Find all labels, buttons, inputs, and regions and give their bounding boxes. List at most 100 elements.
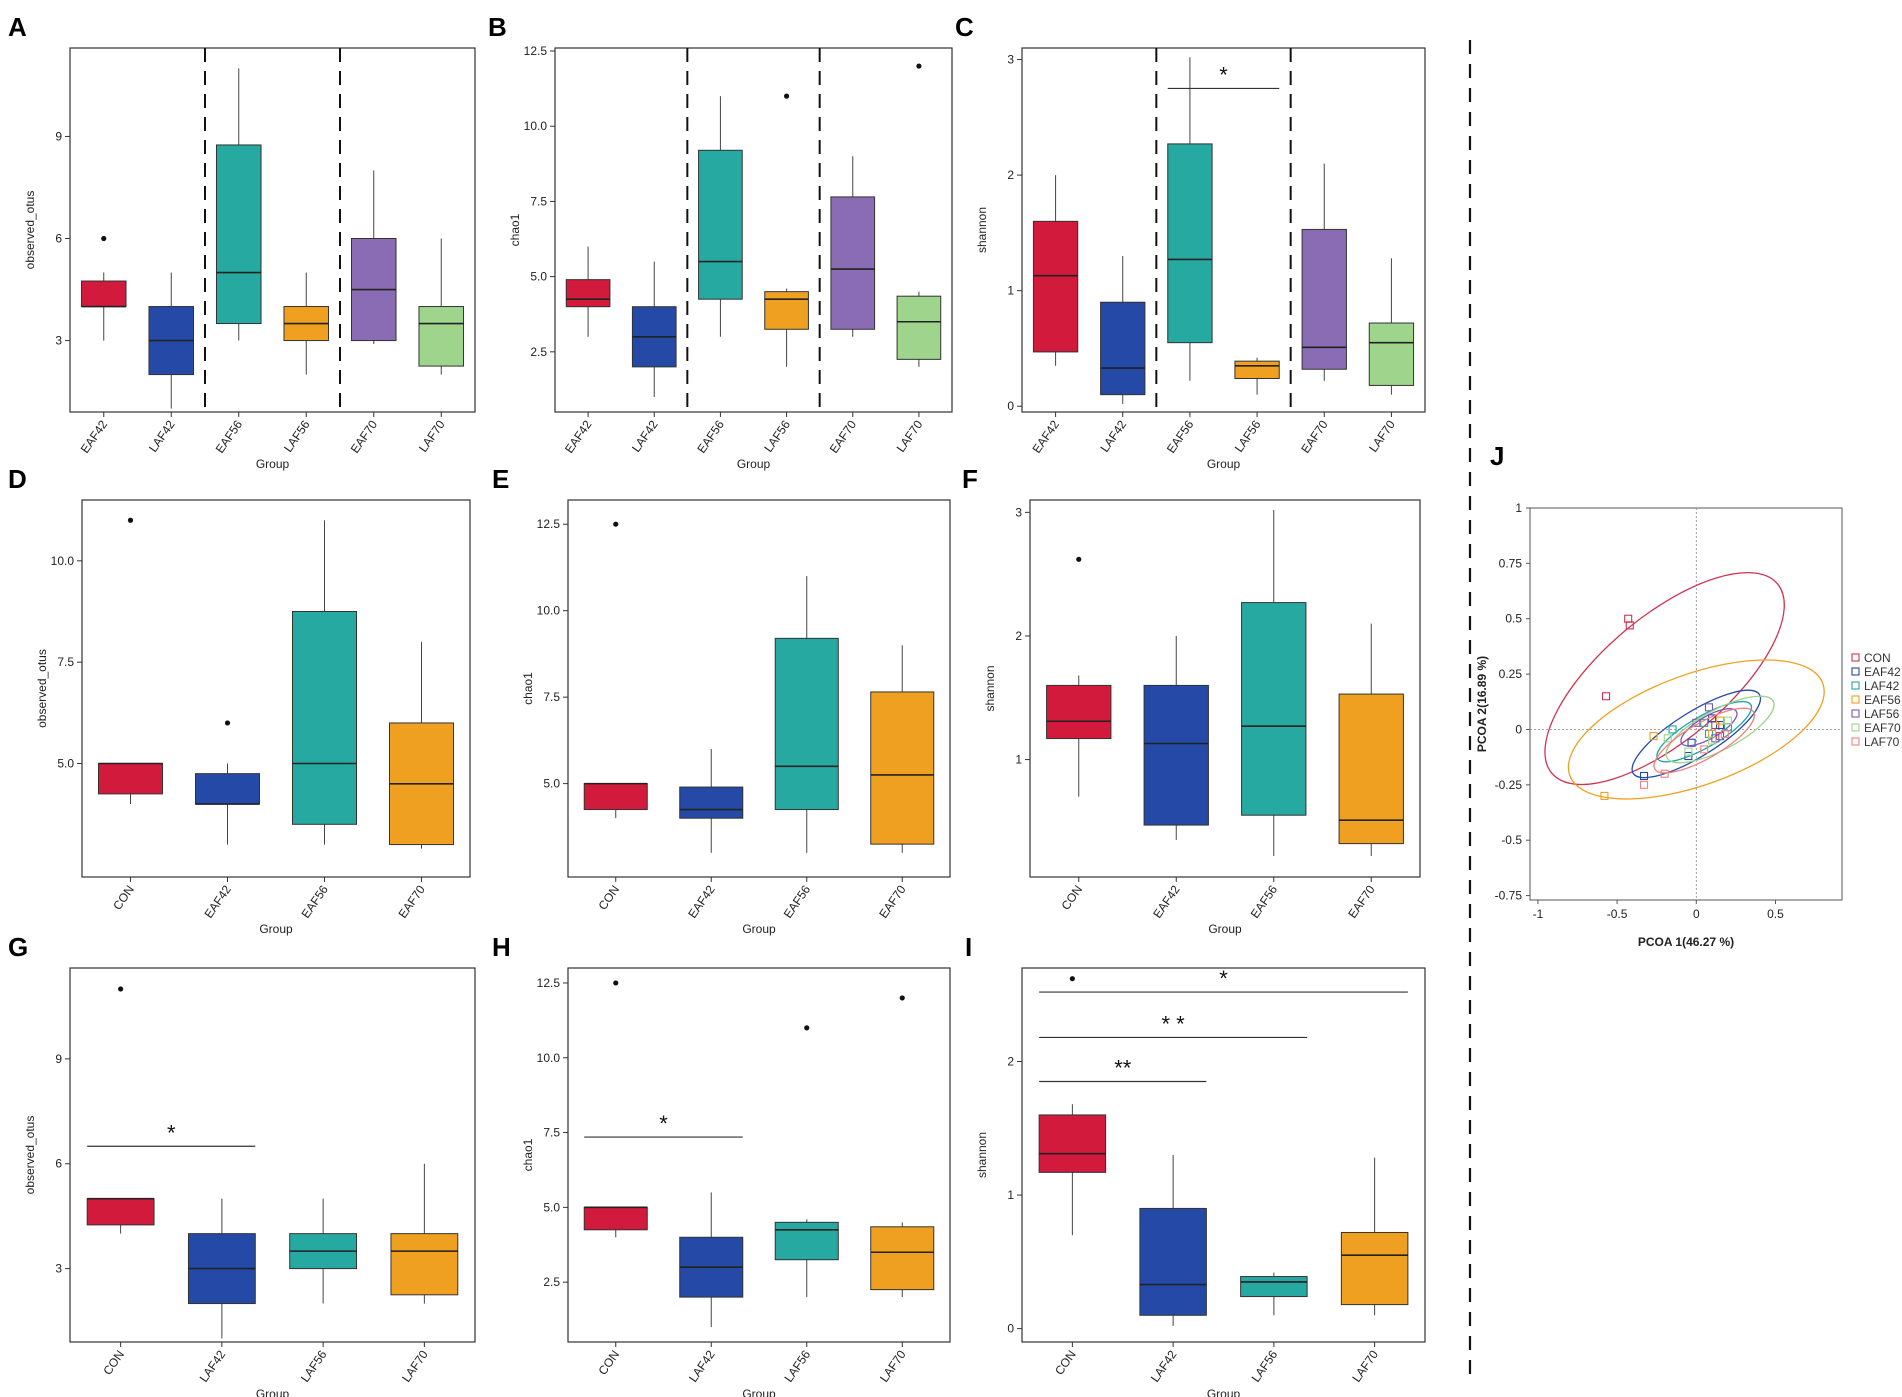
y-axis-label: PCOA 2(16.89 %) (1475, 656, 1489, 752)
box-laf70 (418, 238, 465, 375)
panel-h: H 2.5 5.0 7.5 10.0 12.5 chao1 CON LAF42 LAF56 LAF7… (492, 932, 951, 1397)
y-tick-label: 3 (55, 334, 62, 348)
x-axis-label: Group (259, 922, 293, 936)
box-iqr (565, 279, 611, 308)
box-iqr (583, 783, 648, 811)
series-eaf70 (1663, 695, 1775, 764)
box-eaf56 (698, 96, 743, 337)
x-axis-label: Group (1208, 922, 1242, 936)
plot-frame (1021, 967, 1426, 1343)
legend-marker (1851, 667, 1860, 676)
sample-point (1600, 791, 1609, 800)
outlier-point (613, 521, 619, 527)
sample-point (1700, 745, 1709, 754)
panel-label: I (965, 932, 972, 962)
box-laf56 (1234, 357, 1280, 395)
box-iqr (870, 691, 935, 845)
panel-label: A (8, 12, 27, 42)
panel-label: B (488, 12, 507, 42)
y-tick-label: 3 (1007, 53, 1014, 67)
box-iqr (1167, 143, 1213, 344)
outlier-point (783, 93, 790, 99)
outlier-point (613, 980, 619, 986)
y-axis-label: chao1 (521, 1138, 535, 1171)
box-iqr (698, 149, 743, 300)
box-laf70 (1340, 1157, 1409, 1316)
x-tick-label: EAF42 (78, 417, 111, 455)
significance-label: * (659, 1111, 668, 1136)
outlier-point (224, 720, 231, 726)
outlier-point (127, 517, 134, 523)
y-tick-label: 5.0 (543, 1200, 560, 1214)
panel-d: D 5.0 7.5 10.0 observed_otus CON EAF42 EAF56 EAF… (8, 464, 471, 936)
box-eaf56 (291, 520, 358, 845)
box-eaf42 (80, 235, 127, 341)
x-tick-label: LAF56 (298, 1347, 330, 1384)
x-tick-label: EAF56 (694, 417, 727, 455)
box-laf42 (631, 261, 677, 397)
box-eaf70 (1301, 163, 1347, 381)
sample-point (1639, 780, 1649, 789)
box-eaf70 (350, 170, 397, 344)
box-iqr (390, 1233, 459, 1296)
box-iqr (764, 291, 809, 330)
box-eaf70 (1338, 623, 1404, 856)
legend-label: LAF42 (1864, 679, 1900, 693)
panel-j-pcoa: J -1 -0.5 0 0.5 -0.75 -0.5 -0.25 0 0.25 0.5 0.75 1 PC… (1475, 441, 1901, 949)
panel-label: C (955, 12, 974, 42)
y-tick-label: 0.25 (1499, 667, 1523, 681)
legend-marker (1851, 737, 1860, 746)
box-laf56 (289, 1198, 358, 1304)
panel-b: B 2.5 5.0 7.5 10.0 12.5 chao1 EAF42 LAF42 EAF56 LA… (488, 12, 953, 471)
box-iqr (583, 1206, 648, 1231)
x-tick-label: EAF56 (298, 882, 331, 920)
legend-label: LAF70 (1864, 735, 1900, 749)
x-axis-label: Group (256, 457, 290, 471)
y-tick-label: 9 (55, 129, 62, 143)
legend-label: LAF56 (1864, 707, 1900, 721)
x-tick-label: EAF56 (781, 882, 814, 920)
plot-frame (1529, 507, 1843, 901)
legend-marker (1851, 653, 1860, 662)
y-tick-label: 12.5 (537, 976, 561, 990)
sample-point (1723, 716, 1733, 725)
box-iqr (1241, 602, 1307, 816)
box-iqr (774, 637, 839, 811)
box-laf42 (1100, 256, 1146, 404)
y-tick-label: -0.5 (1501, 833, 1522, 847)
box-laf70 (870, 995, 935, 1298)
x-tick-label: LAF42 (686, 1347, 718, 1384)
y-tick-label: 7.5 (543, 1126, 560, 1140)
significance-label: * (1219, 62, 1228, 87)
outlier-point (899, 995, 905, 1001)
sample-point (1704, 703, 1714, 712)
sample-point (1687, 738, 1696, 747)
panel-f: F 1 2 3 shannon CON EAF42 EAF56 EAF70 Group (962, 464, 1421, 936)
box-iqr (1139, 1207, 1207, 1316)
sample-point (1663, 734, 1672, 743)
legend-label: CON (1864, 651, 1891, 665)
y-tick-label: 12.5 (524, 44, 548, 58)
y-tick-label: 0 (1007, 1322, 1014, 1336)
x-tick-label: LAF70 (416, 417, 448, 454)
box-laf42 (187, 1198, 256, 1339)
box-eaf42 (1032, 175, 1079, 366)
box-iqr (1046, 684, 1112, 740)
y-tick-label: 2.5 (530, 345, 547, 359)
box-iqr (1368, 322, 1415, 386)
x-tick-label: LAF70 (1349, 1347, 1381, 1384)
y-tick-label: 9 (55, 1052, 62, 1066)
y-axis-label: observed_otus (23, 1116, 37, 1195)
panel-a: A 3 6 9 observed_otus EAF42 LAF42 EAF56 LAF56 EAF… (8, 12, 476, 471)
box-eaf56 (1167, 57, 1213, 381)
x-tick-label: LAF42 (629, 417, 661, 454)
y-tick-label: 10.0 (524, 119, 548, 133)
plot-frame (69, 47, 476, 413)
box-laf70 (896, 63, 942, 367)
y-axis-label: shannon (975, 207, 989, 253)
sample-point (1639, 771, 1649, 781)
box-iqr (870, 1226, 935, 1291)
sample-point (1711, 720, 1720, 730)
x-tick-label: EAF70 (876, 882, 909, 920)
y-tick-label: 0.5 (1505, 612, 1522, 626)
